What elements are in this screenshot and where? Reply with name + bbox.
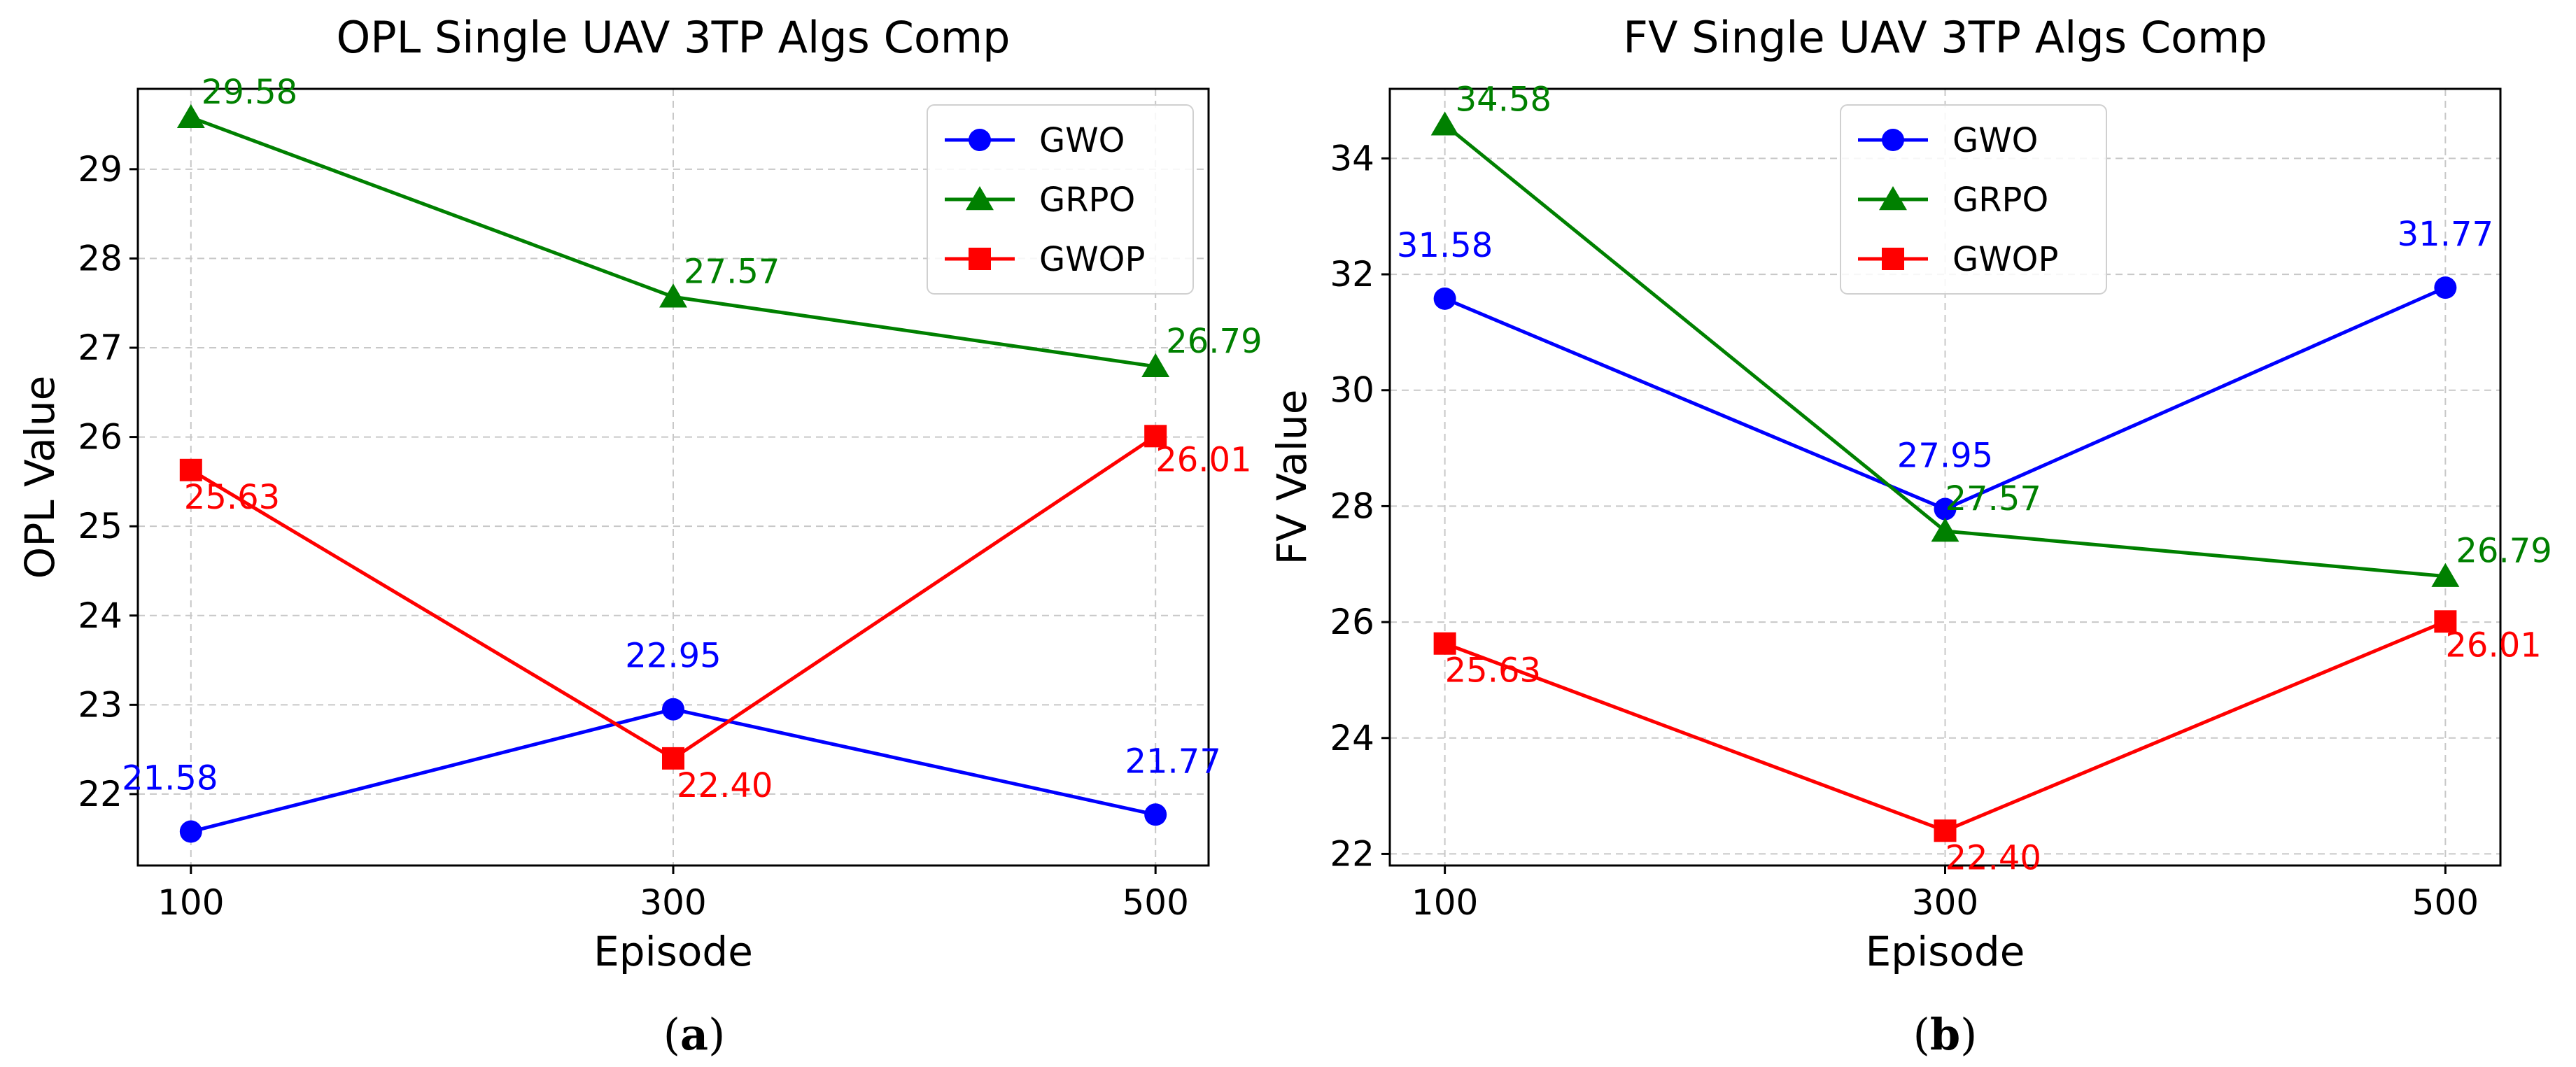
caption-close: ) bbox=[1960, 1009, 1977, 1060]
subfigure-caption: (b) bbox=[1913, 1009, 1978, 1060]
y-tick-label: 27 bbox=[78, 327, 122, 368]
series-gwo: 31.58 27.95 31.77 bbox=[1397, 215, 2493, 521]
grpo-data-label: 29.58 bbox=[202, 73, 297, 112]
chart-title: OPL Single UAV 3TP Algs Comp bbox=[336, 12, 1010, 63]
caption-letter: a bbox=[680, 1009, 708, 1060]
y-tick-label: 29 bbox=[78, 149, 122, 190]
series-grpo: 29.58 27.57 26.79 bbox=[176, 73, 1262, 377]
gwo-data-label: 31.58 bbox=[1397, 226, 1493, 265]
legend-gwo-label: GWO bbox=[1952, 121, 2038, 160]
legend-frame bbox=[927, 104, 1194, 295]
grpo-data-label: 27.57 bbox=[1945, 479, 2041, 518]
caption-open: ( bbox=[1913, 1009, 1930, 1060]
x-tick-label: 100 bbox=[1412, 882, 1478, 923]
legend-gwo-label: GWO bbox=[1039, 121, 1125, 160]
gwo-data-label: 21.77 bbox=[1125, 742, 1220, 781]
series-gwo: 21.58 22.95 21.77 bbox=[122, 637, 1221, 843]
gwo-data-label: 22.95 bbox=[625, 637, 721, 676]
grpo-data-label: 34.58 bbox=[1456, 80, 1551, 119]
subfigure-caption: (a) bbox=[663, 1009, 726, 1060]
gwop-point bbox=[2434, 610, 2457, 633]
x-axis-label: Episode bbox=[593, 928, 753, 975]
gwo-point bbox=[1934, 497, 1957, 521]
gwop-point bbox=[1433, 632, 1456, 655]
caption-open: ( bbox=[663, 1009, 680, 1060]
legend-gwop-marker bbox=[969, 248, 991, 270]
y-tick-label: 30 bbox=[1330, 370, 1374, 411]
x-tick-label: 100 bbox=[157, 882, 224, 923]
grpo-point bbox=[176, 104, 205, 129]
grpo-point bbox=[659, 283, 687, 308]
series-grpo: 34.58 27.57 26.79 bbox=[1430, 80, 2552, 587]
chart-title: FV Single UAV 3TP Algs Comp bbox=[1623, 12, 2267, 63]
grpo-point bbox=[1141, 353, 1170, 377]
y-tick-label: 23 bbox=[78, 684, 122, 725]
gwop-data-label: 22.40 bbox=[1945, 838, 2041, 877]
gwop-data-label: 26.01 bbox=[1155, 440, 1251, 479]
gwo-data-label: 21.58 bbox=[122, 759, 218, 798]
gwo-point bbox=[2434, 276, 2457, 299]
y-tick-label: 32 bbox=[1330, 254, 1374, 295]
gridlines bbox=[1390, 89, 2500, 865]
y-tick-label: 28 bbox=[78, 238, 122, 278]
legend-gwop-label: GWOP bbox=[1039, 240, 1145, 279]
gwo-data-label: 31.77 bbox=[2398, 215, 2493, 254]
y-tick-label: 26 bbox=[1330, 602, 1374, 642]
gwo-data-label: 27.95 bbox=[1897, 437, 1993, 476]
x-axis-label: Episode bbox=[1866, 928, 2025, 975]
gwop-data-label: 22.40 bbox=[677, 766, 773, 805]
x-tick-label: 300 bbox=[1912, 882, 1978, 923]
gwop-point bbox=[662, 747, 684, 770]
legend-grpo-label: GRPO bbox=[1039, 181, 1135, 220]
legend-grpo-marker bbox=[1879, 186, 1907, 211]
y-tick-label: 22 bbox=[1330, 833, 1374, 874]
gwop-point bbox=[179, 458, 202, 481]
y-tick-label: 34 bbox=[1330, 138, 1374, 178]
grpo-data-label: 26.79 bbox=[2456, 532, 2552, 571]
gwo-point bbox=[662, 698, 684, 721]
legend: GWO GRPO GWOP bbox=[927, 104, 1194, 295]
gwop-point bbox=[1144, 425, 1167, 448]
gridlines bbox=[138, 89, 1209, 865]
x-tick-label: 500 bbox=[1122, 882, 1188, 923]
gwo-point bbox=[1433, 287, 1456, 310]
legend-frame bbox=[1840, 104, 2107, 295]
y-axis-label: FV Value bbox=[1268, 390, 1316, 565]
series-gwop: 25.63 22.40 26.01 bbox=[179, 425, 1252, 805]
grpo-data-label: 26.79 bbox=[1166, 322, 1262, 361]
x-tick-label: 300 bbox=[640, 882, 706, 923]
legend-gwop-label: GWOP bbox=[1952, 240, 2058, 279]
grpo-data-label: 27.57 bbox=[684, 252, 780, 291]
y-tick-label: 24 bbox=[1330, 718, 1374, 758]
caption-close: ) bbox=[708, 1009, 725, 1060]
y-tick-label: 25 bbox=[78, 506, 122, 546]
gwop-point bbox=[1934, 819, 1957, 842]
grpo-point bbox=[1931, 518, 1959, 542]
legend-gwo-marker bbox=[969, 129, 991, 151]
legend-grpo-label: GRPO bbox=[1952, 181, 2048, 220]
legend-grpo-marker bbox=[966, 186, 994, 211]
gwop-data-label: 26.01 bbox=[2445, 626, 2541, 665]
chart-panel-b: FV Single UAV 3TP Algs Comp 22 24 26 28 30 32 3… bbox=[1268, 12, 2552, 1060]
caption-letter: b bbox=[1930, 1009, 1960, 1060]
grpo-point bbox=[1430, 111, 1459, 136]
series-gwop: 25.63 22.40 26.01 bbox=[1433, 610, 2542, 877]
legend: GWO GRPO GWOP bbox=[1840, 104, 2107, 295]
y-tick-label: 26 bbox=[78, 417, 122, 458]
gwo-point bbox=[1144, 803, 1167, 826]
legend-gwop-marker bbox=[1882, 248, 1904, 270]
x-tick-label: 500 bbox=[2412, 882, 2479, 923]
legend-gwo-marker bbox=[1882, 129, 1904, 151]
gwo-point bbox=[179, 820, 202, 843]
gwop-data-label: 25.63 bbox=[1445, 651, 1541, 691]
y-tick-label: 28 bbox=[1330, 486, 1374, 526]
y-tick-label: 24 bbox=[78, 595, 122, 636]
chart-panel-a: OPL Single UAV 3TP Algs Comp 22 23 24 25 26 27… bbox=[16, 12, 1262, 1060]
y-axis-label: OPL Value bbox=[16, 376, 64, 579]
y-tick-label: 22 bbox=[78, 774, 122, 814]
gwop-data-label: 25.63 bbox=[184, 478, 280, 517]
grpo-point bbox=[2431, 563, 2460, 587]
